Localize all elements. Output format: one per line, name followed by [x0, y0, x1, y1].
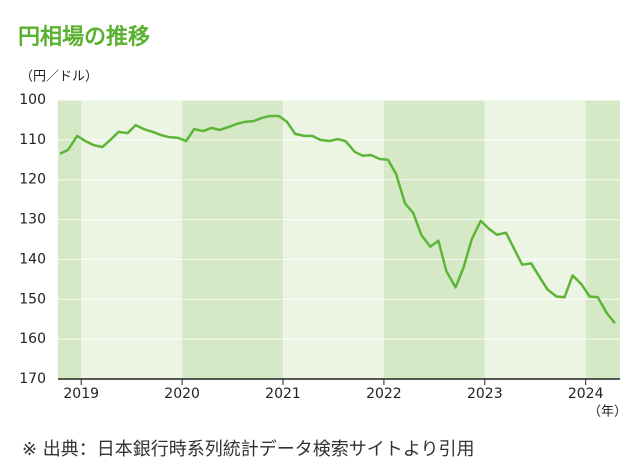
- source-note: ※ 出典：日本銀行時系列統計データ検索サイトより引用: [22, 439, 474, 460]
- x-tick-label: 2021: [265, 386, 301, 402]
- price-line: [59, 114, 616, 324]
- y-tick-label: 100: [19, 92, 46, 108]
- year-band: [585, 100, 620, 379]
- y-tick-label: 120: [19, 172, 46, 188]
- year-band: [58, 100, 82, 379]
- year-band: [182, 100, 284, 379]
- x-tick-label: 2019: [63, 386, 99, 402]
- year-band: [383, 100, 485, 379]
- y-tick-label: 140: [19, 251, 46, 267]
- y-tick-label: 150: [19, 291, 46, 307]
- y-tick-label: 170: [19, 371, 46, 387]
- y-unit: （円／ドル）: [20, 70, 98, 85]
- chart-title: 円相場の推移: [18, 24, 150, 50]
- year-band: [283, 100, 384, 379]
- x-tick-label: 2023: [467, 386, 503, 402]
- y-tick-label: 130: [19, 212, 46, 228]
- x-tick-label: 2020: [164, 386, 200, 402]
- x-tick-label: 2022: [366, 386, 402, 402]
- y-tick-label: 110: [19, 132, 46, 148]
- y-tick-label: 160: [19, 331, 46, 347]
- x-tick-label: 2024: [568, 386, 604, 402]
- year-band: [81, 100, 183, 379]
- x-unit: （年）: [588, 405, 627, 420]
- year-band: [484, 100, 586, 379]
